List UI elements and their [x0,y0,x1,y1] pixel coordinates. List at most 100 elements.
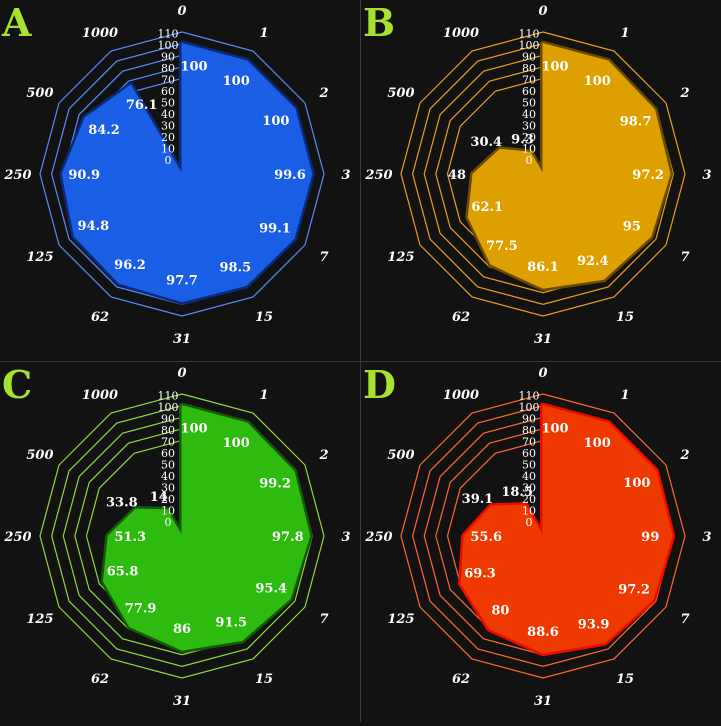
value-label: 55.6 [470,530,502,545]
value-label: 99 [641,530,659,545]
value-label: 100 [223,74,250,89]
value-label: 98.5 [219,260,251,275]
value-label: 48 [448,168,466,183]
value-label: 100 [623,476,650,491]
value-label: 99.1 [259,222,291,237]
value-label: 91.5 [215,615,247,630]
tick-label: 0 [526,154,533,167]
tick-label: 0 [165,154,172,167]
data-area [61,42,313,303]
panel-divider-horizontal [0,361,721,362]
value-label: 100 [223,436,250,451]
tick-label: 40 [161,108,175,121]
tick-label: 110 [519,27,540,40]
tick-label: 100 [158,39,179,52]
value-label: 80 [491,604,509,619]
panel-letter-d: D [363,362,396,407]
category-label: 1000 [82,26,118,41]
value-label: 86.1 [527,260,559,275]
value-label: 100 [584,74,611,89]
value-label: 62.1 [471,200,503,215]
category-label: 31 [534,332,552,347]
tick-label: 50 [161,458,175,471]
chart-panel-b: B 0 10 20 30 40 50 60 70 80 90 100 110 0 1 2 3 7 15 31 62 12… [361,0,721,360]
value-label: 93.9 [578,618,610,633]
category-label: 1000 [443,26,479,41]
value-label: 95.4 [255,582,287,597]
tick-label: 10 [161,504,175,517]
tick-label: 90 [161,412,175,425]
value-label: 30.4 [470,135,502,150]
value-label: 65.8 [107,564,139,579]
category-label: 2 [319,86,329,101]
chart-panel-c: C 0 10 20 30 40 50 60 70 80 90 100 110 0 1 2 3 7 15 31 62 12… [0,362,360,722]
category-label: 7 [320,612,329,627]
category-label: 15 [616,672,634,687]
panel-letter-a: A [2,0,32,45]
value-label: 97.2 [632,168,664,183]
data-area [460,404,673,654]
tick-label: 70 [161,73,175,86]
panel-letter-b: B [363,0,396,45]
tick-label: 0 [165,516,172,529]
tick-label: 80 [522,424,536,437]
category-label: 1 [620,388,629,403]
category-label: 1 [620,26,629,41]
tick-label: 110 [158,27,179,40]
category-label: 0 [538,366,547,381]
radar-chart-d: 0102030405060708090100110012371531621252… [364,366,711,709]
value-label: 100 [584,436,611,451]
category-label: 2 [680,448,690,463]
tick-label: 20 [161,493,175,506]
value-label: 76.1 [126,98,158,113]
category-label: 125 [387,612,414,627]
value-label: 99.6 [274,168,306,183]
tick-label: 30 [522,119,536,132]
tick-label: 90 [522,50,536,63]
value-label: 33.8 [106,495,138,510]
category-label: 31 [534,694,552,709]
category-label: 3 [341,168,350,183]
category-label: 500 [387,86,414,101]
tick-label: 10 [161,142,175,155]
tick-label: 50 [522,458,536,471]
value-label: 97.2 [618,583,650,598]
data-area [467,42,671,289]
category-label: 125 [26,250,53,265]
category-label: 1000 [443,388,479,403]
value-label: 84.2 [88,123,120,138]
grid-ring [39,393,325,679]
grid-ring [39,31,325,317]
value-label: 95 [623,219,641,234]
tick-label: 70 [522,435,536,448]
tick-label: 20 [522,493,536,506]
tick-label: 50 [522,96,536,109]
category-label: 1000 [82,388,118,403]
tick-label: 60 [161,85,175,98]
category-label: 62 [91,310,109,325]
tick-label: 60 [522,447,536,460]
tick-label: 30 [161,481,175,494]
radar-chart-c: 0102030405060708090100110012371531621252… [3,366,350,709]
category-label: 3 [702,530,711,545]
tick-label: 40 [522,470,536,483]
grid-ring [400,31,686,317]
tick-label: 0 [526,516,533,529]
tick-label: 20 [522,131,536,144]
tick-label: 70 [522,73,536,86]
category-label: 0 [177,4,186,19]
category-label: 0 [177,366,186,381]
value-label: 77.9 [125,602,157,617]
category-label: 62 [452,672,470,687]
category-label: 500 [387,448,414,463]
value-label: 100 [541,60,568,75]
grid-ring [400,393,686,679]
tick-label: 20 [161,131,175,144]
category-label: 500 [26,86,53,101]
tick-label: 80 [161,62,175,75]
tick-label: 60 [161,447,175,460]
tick-label: 30 [161,119,175,132]
value-label: 100 [541,422,568,437]
category-label: 15 [255,310,273,325]
tick-label: 100 [519,39,540,52]
